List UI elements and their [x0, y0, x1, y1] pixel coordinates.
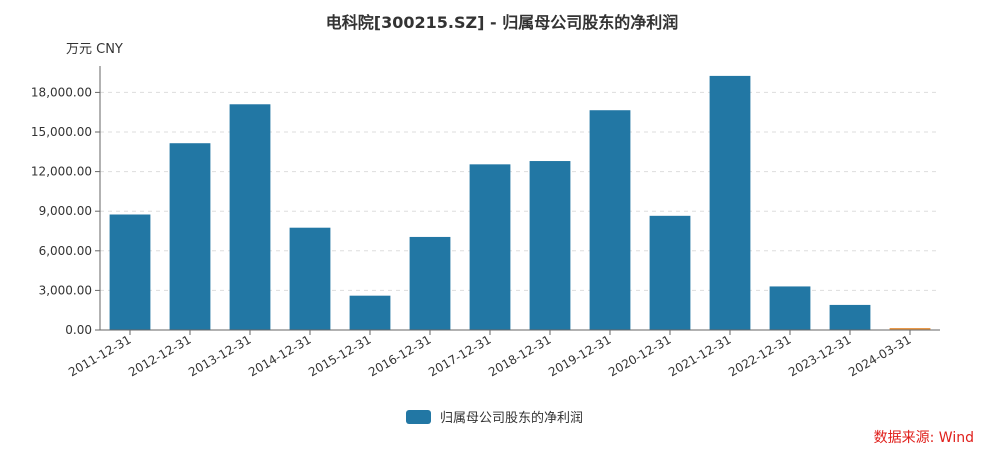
x-tick-label: 2019-12-31 — [546, 332, 613, 379]
x-tick-label: 2017-12-31 — [426, 332, 493, 379]
bar-2020-12-31[interactable] — [649, 215, 691, 330]
y-tick-label: 12,000.00 — [31, 165, 92, 179]
data-source-label: 数据来源: Wind — [874, 430, 974, 446]
y-tick-label: 6,000.00 — [39, 244, 92, 258]
bar-2023-12-31[interactable] — [829, 304, 871, 330]
chart-title: 电科院[300215.SZ] - 归属母公司股东的净利润 — [326, 13, 678, 32]
x-tick-label: 2022-12-31 — [726, 332, 793, 379]
bar-2013-12-31[interactable] — [229, 104, 271, 330]
legend-swatch[interactable] — [406, 410, 431, 424]
legend-label[interactable]: 归属母公司股东的净利润 — [440, 410, 583, 426]
x-tick-label: 2021-12-31 — [666, 332, 733, 379]
x-tick-label: 2014-12-31 — [246, 332, 313, 379]
bar-2015-12-31[interactable] — [349, 295, 391, 330]
bar-2014-12-31[interactable] — [289, 227, 331, 330]
bar-2016-12-31[interactable] — [409, 236, 451, 330]
y-tick-label: 0.00 — [65, 323, 92, 337]
x-tick-label: 2023-12-31 — [786, 332, 853, 379]
bar-2017-12-31[interactable] — [469, 164, 511, 330]
y-tick-label: 9,000.00 — [39, 204, 92, 218]
x-tick-label: 2016-12-31 — [366, 332, 433, 379]
y-axis-unit-label: 万元 CNY — [66, 42, 123, 57]
y-tick-label: 3,000.00 — [39, 283, 92, 297]
y-tick-labels: 0.00 3,000.00 6,000.00 9,000.00 12,000.00 15,… — [31, 85, 92, 337]
x-tick-label: 2024-03-31 — [846, 332, 913, 379]
bar-2022-12-31[interactable] — [769, 286, 811, 330]
bars — [109, 75, 931, 331]
x-tick-label: 2018-12-31 — [486, 332, 553, 379]
x-tick-label: 2011-12-31 — [66, 332, 133, 379]
y-tick-label: 15,000.00 — [31, 125, 92, 139]
bar-2011-12-31[interactable] — [109, 214, 151, 331]
x-tick-label: 2013-12-31 — [186, 332, 253, 379]
bar-2024-03-31[interactable] — [889, 328, 931, 330]
bar-2021-12-31[interactable] — [709, 75, 751, 331]
x-tick-label: 2012-12-31 — [126, 332, 193, 379]
x-tick-labels: 2011-12-312012-12-312013-12-312014-12-31… — [66, 332, 913, 379]
x-tick-label: 2015-12-31 — [306, 332, 373, 379]
y-tick-label: 18,000.00 — [31, 85, 92, 99]
bar-2012-12-31[interactable] — [169, 143, 211, 330]
legend[interactable]: 归属母公司股东的净利润 — [406, 410, 583, 426]
bar-2018-12-31[interactable] — [529, 161, 571, 330]
gridlines — [100, 91, 940, 291]
x-tick-label: 2020-12-31 — [606, 332, 673, 379]
bar-2019-12-31[interactable] — [589, 110, 631, 330]
axes — [95, 66, 940, 335]
